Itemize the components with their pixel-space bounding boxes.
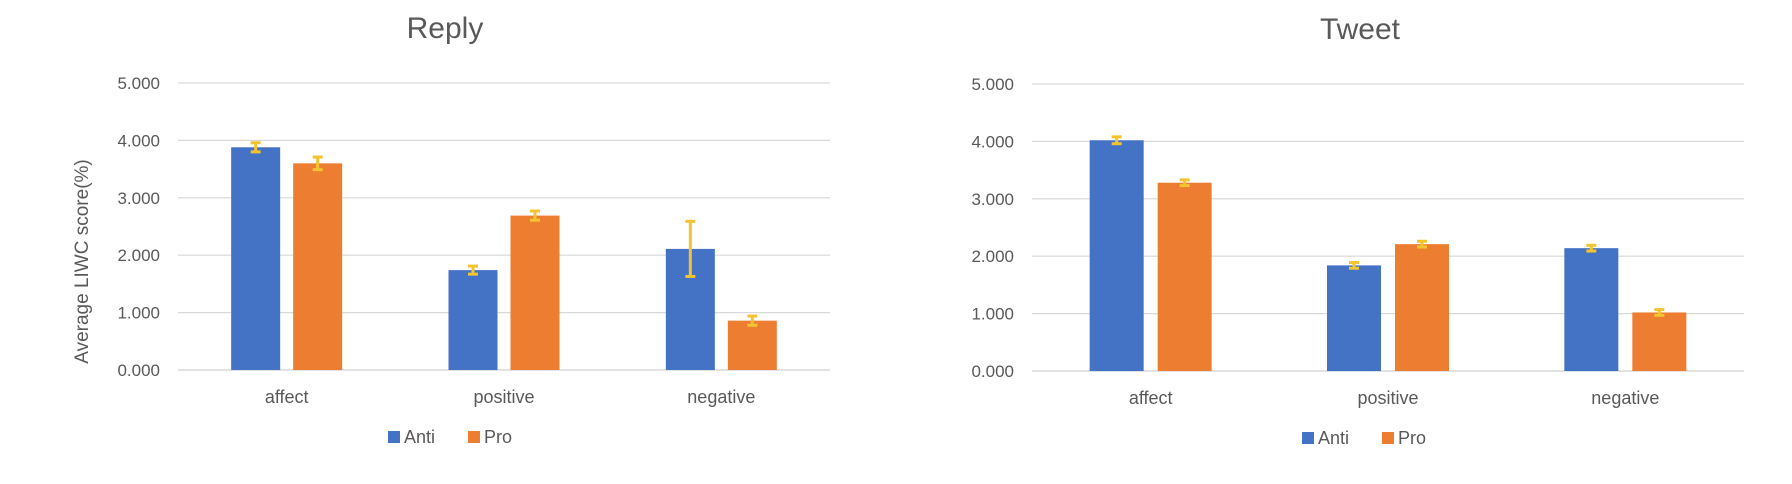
category-label: affect: [1129, 388, 1173, 408]
chart-title: Tweet: [1320, 13, 1401, 46]
y-tick-label: 1.000: [117, 304, 160, 323]
y-tick-label: 5.000: [117, 74, 160, 93]
chart-1: Tweet 0.000 1.000 2.000 3.000 4.000 5.000 affec…: [971, 13, 1744, 448]
bar-pro-positive: [510, 215, 560, 370]
chart-0: Reply 0.000 1.000 2.000 3.000 4.000 5.000 Avera…: [72, 12, 830, 447]
bar-anti-affect: [231, 147, 281, 370]
y-tick-label: 4.000: [117, 131, 160, 150]
bar-anti-affect: [1089, 140, 1144, 371]
category-label: positive: [473, 387, 534, 407]
bar-anti-negative: [1564, 248, 1619, 371]
y-axis-label: Average LIWC score(%): [72, 159, 93, 364]
chart-title: Reply: [407, 12, 484, 45]
legend-swatch-pro: [468, 431, 480, 443]
bar-anti-positive: [1327, 265, 1381, 371]
y-tick-label: 0.000: [971, 362, 1014, 381]
legend-label-anti: Anti: [404, 427, 435, 447]
y-tick-label: 3.000: [971, 190, 1014, 209]
y-tick-label: 2.000: [971, 247, 1014, 266]
legend-swatch-pro: [1382, 432, 1394, 444]
y-tick-label: 1.000: [971, 305, 1014, 324]
category-label: affect: [265, 387, 309, 407]
y-tick-label: 4.000: [971, 132, 1014, 151]
y-tick-label: 5.000: [971, 75, 1014, 94]
category-label: negative: [1591, 388, 1659, 408]
legend-label-anti: Anti: [1318, 428, 1349, 448]
legend-label-pro: Pro: [1398, 428, 1426, 448]
legend-swatch-anti: [1302, 432, 1314, 444]
bar-pro-affect: [293, 163, 343, 370]
bar-pro-negative: [1632, 312, 1687, 371]
legend-label-pro: Pro: [484, 427, 512, 447]
bar-pro-affect: [1157, 182, 1212, 371]
y-tick-label: 3.000: [117, 189, 160, 208]
y-tick-label: 0.000: [117, 361, 160, 380]
y-tick-label: 2.000: [117, 246, 160, 265]
bar-pro-negative: [727, 320, 777, 370]
bar-anti-positive: [448, 270, 498, 370]
category-label: positive: [1357, 388, 1418, 408]
category-label: negative: [687, 387, 755, 407]
bar-pro-positive: [1395, 244, 1449, 371]
legend-swatch-anti: [388, 431, 400, 443]
